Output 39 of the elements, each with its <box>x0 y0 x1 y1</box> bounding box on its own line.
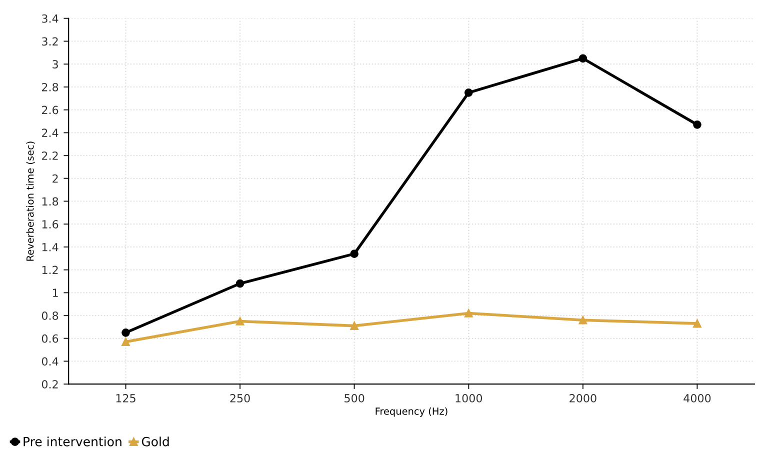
x-tick-label: 2000 <box>570 394 596 402</box>
point <box>693 120 702 129</box>
x-tick-label: 250 <box>230 394 250 402</box>
point <box>236 279 244 288</box>
y-tick-label: 0.8 <box>42 312 58 320</box>
y-axis-title: Reverberation time (sec) <box>26 142 35 261</box>
x-tick-label: 1000 <box>456 394 482 402</box>
y-tick-label: 1 <box>53 288 58 297</box>
point <box>464 88 473 97</box>
y-tick-label: 2.6 <box>42 106 58 114</box>
point <box>693 319 702 328</box>
y-tick-label: 1.8 <box>42 197 58 206</box>
y-tick-label: 2.2 <box>42 152 58 160</box>
y-tick-label: 2.4 <box>42 128 58 137</box>
legend-label: Pre intervention <box>24 436 122 446</box>
point <box>578 54 588 63</box>
point <box>236 317 244 326</box>
y-tick-label: 1.2 <box>42 266 58 274</box>
x-tick-label: 4000 <box>684 394 711 402</box>
x-axis-title: Frequency (Hz) <box>376 407 448 417</box>
x-tick-label: 500 <box>344 394 364 402</box>
y-tick-label: 0.6 <box>42 334 58 343</box>
y-tick-label: 1.4 <box>42 243 58 252</box>
y-tick-label: 0.4 <box>42 357 58 366</box>
point <box>464 309 473 318</box>
y-tick-label: 1.6 <box>42 220 58 228</box>
y-tick-label: 3.4 <box>42 14 58 23</box>
y-tick-label: 3 <box>52 60 58 68</box>
point <box>122 338 130 346</box>
legend-label: Gold <box>142 436 169 446</box>
y-tick-label: 2 <box>52 174 58 183</box>
x-tick-label: 125 <box>116 394 136 402</box>
point <box>578 316 588 324</box>
y-tick-label: 0.2 <box>42 380 58 388</box>
point <box>350 250 358 258</box>
point <box>122 328 130 337</box>
y-tick-label: 2.8 <box>42 82 58 92</box>
point <box>350 322 358 330</box>
y-tick-label: 3.2 <box>42 37 58 46</box>
